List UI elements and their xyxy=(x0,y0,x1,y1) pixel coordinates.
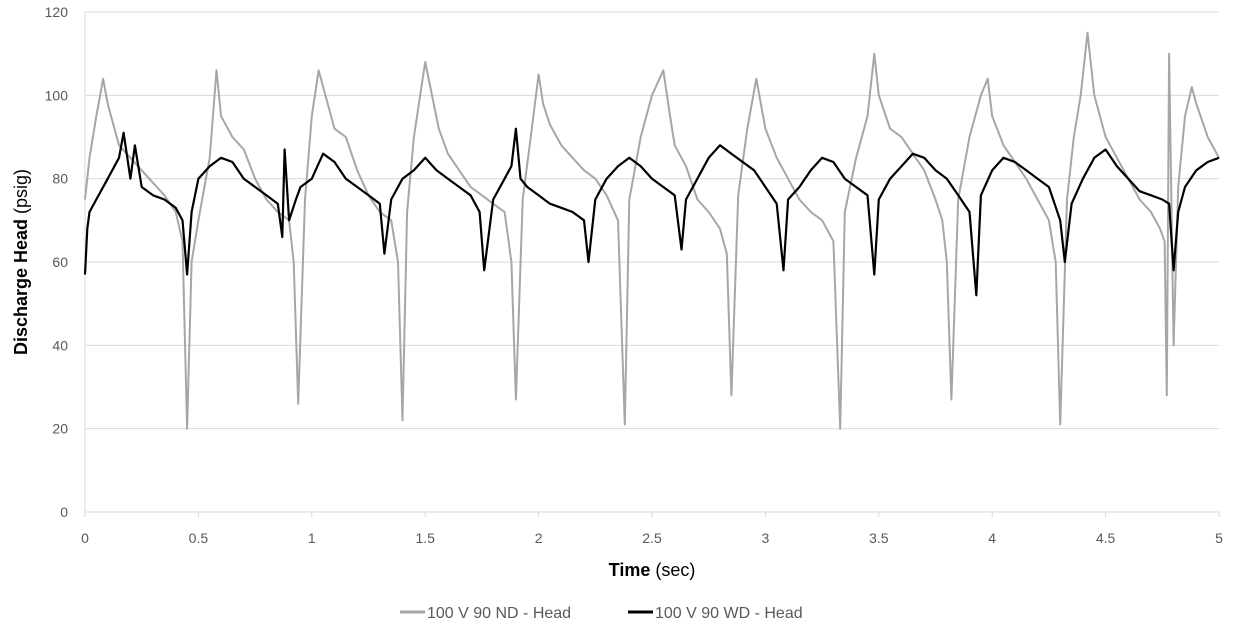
x-tick-label: 0.5 xyxy=(189,530,209,546)
x-axis-title-main: Time xyxy=(609,560,651,580)
series-layer xyxy=(83,31,1220,430)
x-tick-label: 2 xyxy=(535,530,543,546)
y-tick-label: 20 xyxy=(52,421,68,437)
y-tick-label: 60 xyxy=(52,254,68,270)
y-tick-label: 100 xyxy=(45,87,69,103)
x-tick-labels: 0 0.5 1 1.5 2 2.5 3 3.5 4 4.5 5 xyxy=(81,512,1223,546)
y-tick-label: 80 xyxy=(52,171,68,187)
y-tick-label: 0 xyxy=(60,504,68,520)
x-tick-label: 1.5 xyxy=(415,530,435,546)
x-tick-label: 0 xyxy=(81,530,89,546)
series-line-wd xyxy=(83,127,1220,297)
x-tick-label: 3 xyxy=(762,530,770,546)
x-axis-title-unit: (sec) xyxy=(655,560,695,580)
x-tick-label: 1 xyxy=(308,530,316,546)
x-tick-label: 3.5 xyxy=(869,530,889,546)
series-line-nd xyxy=(84,31,1220,430)
legend-label-nd: 100 V 90 ND - Head xyxy=(427,605,571,622)
y-tick-labels: 0 20 40 60 80 100 120 xyxy=(45,4,69,520)
x-tick-label: 5 xyxy=(1215,530,1223,546)
y-axis-title: Discharge Head (psig) xyxy=(11,169,31,355)
y-tick-label: 120 xyxy=(45,4,69,20)
legend: 100 V 90 ND - Head 100 V 90 WD - Head xyxy=(400,605,803,622)
y-axis-title-unit: (psig) xyxy=(11,169,31,214)
y-tick-label: 40 xyxy=(52,337,68,353)
y-axis-title-main: Discharge Head xyxy=(11,219,31,355)
x-tick-label: 2.5 xyxy=(642,530,662,546)
legend-label-wd: 100 V 90 WD - Head xyxy=(655,605,803,622)
x-tick-label: 4 xyxy=(988,530,996,546)
x-axis-title: Time (sec) xyxy=(609,560,696,580)
x-tick-label: 4.5 xyxy=(1096,530,1116,546)
